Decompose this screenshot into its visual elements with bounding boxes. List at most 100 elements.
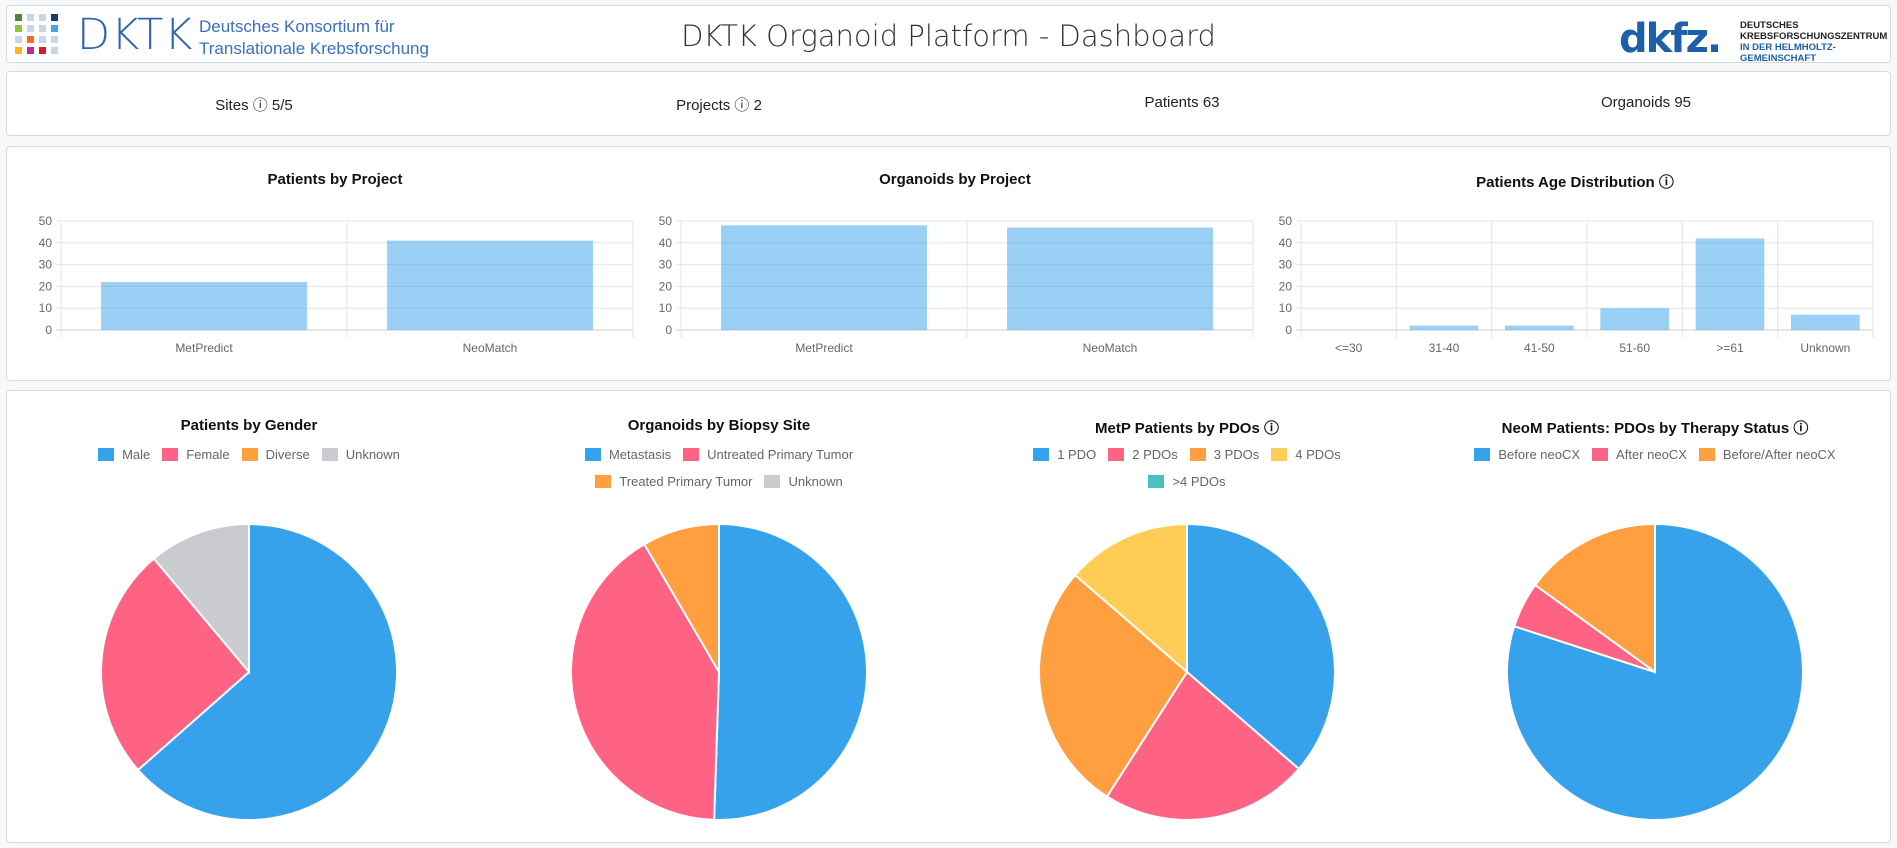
bar-plot: 0 10 20 30 40 50 <=30 31-40 41-50 51-60 >=61 Unknow…	[1279, 214, 1874, 355]
x-tick-label: MetPredict	[175, 341, 233, 355]
bar-MetPredict[interactable]	[101, 282, 307, 330]
y-tick-label: 20	[1279, 279, 1293, 293]
bar-NeoMatch[interactable]	[387, 240, 593, 330]
chart-title: NeoM Patients: PDOs by Therapy Status ⓘ	[1501, 420, 1809, 437]
pie-slice-1-pdo[interactable]	[1186, 522, 1336, 771]
legend-label: After neoCX	[1616, 447, 1687, 462]
x-tick-label: MetPredict	[795, 341, 853, 355]
chart-title: Patients by Gender	[180, 417, 318, 434]
legend-swatch	[1033, 448, 1050, 461]
stat-organoids: Organoids 95	[1600, 94, 1692, 111]
legend-swatch	[241, 448, 258, 461]
y-tick-label: 10	[1279, 301, 1293, 315]
chart-title: Organoids by Biopsy Site	[627, 417, 811, 434]
x-tick-label: >=61	[1716, 341, 1744, 355]
legend-swatch	[584, 448, 601, 461]
pie-slice-before-after-neocx[interactable]	[1533, 522, 1656, 674]
y-tick-label: 10	[659, 301, 673, 315]
pie-chart: MetP Patients by PDOs ⓘ 1 PDO 2 PDOs 3 PDOs…	[953, 391, 1421, 841]
dkfz-logo-text: DEUTSCHES KREBSFORSCHUNGSZENTRUM IN DER HE…	[1740, 20, 1888, 64]
legend-item[interactable]: 3 PDOs	[1189, 441, 1260, 468]
legend-label: 3 PDOs	[1213, 447, 1260, 462]
pie-charts-panel: Patients by Gender Male Female Diverse Unkno…	[6, 390, 1891, 843]
pie-slice-4-pdos[interactable]	[1073, 522, 1188, 675]
pie-slice-2-pdos[interactable]	[1105, 670, 1301, 821]
legend-item[interactable]: After neoCX	[1592, 441, 1687, 468]
header-bar: DKTK Deutsches Konsortium für Translation…	[6, 5, 1891, 64]
dkfz-logo: dkfz.	[1619, 16, 1722, 62]
pie-slice-female[interactable]	[100, 557, 251, 772]
bar-Unknown[interactable]	[1791, 314, 1860, 330]
y-tick-label: 40	[1279, 236, 1293, 250]
bar-MetPredict[interactable]	[721, 225, 927, 330]
x-tick-label: 41-50	[1524, 341, 1555, 355]
pie-slice-treated-primary-tumor[interactable]	[642, 522, 720, 676]
legend-swatch	[764, 475, 781, 488]
legend-item[interactable]: Unknown	[764, 468, 843, 495]
legend-item[interactable]: 2 PDOs	[1108, 441, 1178, 468]
pie-plot	[1506, 522, 1804, 821]
chart-legend: Before neoCX After neoCX Before/After neoC…	[1421, 441, 1889, 468]
legend-item[interactable]: Before/After neoCX	[1698, 441, 1836, 468]
chart-title: MetP Patients by PDOs ⓘ	[1095, 420, 1279, 437]
legend-label: >4 PDOs	[1172, 474, 1226, 489]
stat-sites[interactable]: Sites ⓘ 5/5	[215, 97, 293, 114]
pie-slice-unknown[interactable]	[152, 522, 250, 675]
pie-chart: Organoids by Biopsy Site Metastasis Untrea…	[485, 391, 953, 841]
pie-slice-3-pdos[interactable]	[1038, 573, 1189, 798]
legend-item[interactable]: Metastasis	[584, 441, 671, 468]
x-tick-label: 31-40	[1429, 341, 1460, 355]
y-tick-label: 40	[659, 236, 673, 250]
x-tick-label: Unknown	[1800, 341, 1850, 355]
x-tick-label: NeoMatch	[463, 341, 518, 355]
legend-swatch	[1271, 448, 1288, 461]
x-tick-label: NeoMatch	[1083, 341, 1138, 355]
chart-title: Patients by Project	[267, 171, 403, 188]
pie-slice-metastasis[interactable]	[713, 522, 868, 821]
bar-31-40[interactable]	[1409, 325, 1479, 330]
summary-stats: Sites ⓘ 5/5 Projects ⓘ 2 Patients 63 Org…	[6, 71, 1891, 136]
pie-chart: NeoM Patients: PDOs by Therapy Status ⓘ B…	[1421, 391, 1889, 841]
y-tick-label: 50	[659, 214, 673, 228]
chart-legend: 1 PDO 2 PDOs 3 PDOs 4 PDOs >4 PDOs	[953, 441, 1421, 495]
bar-chart: Organoids by Project 0 10 20 30 40 50 MetPredic…	[645, 147, 1265, 377]
legend-item[interactable]: Untreated Primary Tumor	[683, 441, 853, 468]
legend-swatch	[1108, 448, 1125, 461]
bar-NeoMatch[interactable]	[1007, 227, 1213, 330]
legend-item[interactable]: >4 PDOs	[1148, 468, 1226, 495]
legend-item[interactable]: Female	[162, 441, 230, 468]
pie-slice-untreated-primary-tumor[interactable]	[570, 542, 721, 821]
x-tick-label: <=30	[1335, 341, 1363, 355]
y-tick-label: 0	[45, 323, 52, 337]
legend-item[interactable]: 1 PDO	[1033, 441, 1096, 468]
y-tick-label: 40	[39, 236, 53, 250]
y-tick-label: 20	[659, 279, 673, 293]
legend-swatch	[162, 448, 179, 461]
y-tick-label: 20	[39, 279, 53, 293]
legend-swatch	[1148, 475, 1165, 488]
y-tick-label: 30	[659, 258, 673, 272]
legend-swatch	[683, 448, 700, 461]
page-title: DKTK Organoid Platform - Dashboard	[681, 19, 1216, 53]
legend-swatch	[1592, 448, 1609, 461]
pie-slice-male[interactable]	[136, 522, 398, 821]
legend-item[interactable]: Before neoCX	[1474, 441, 1580, 468]
legend-item[interactable]: Male	[98, 441, 150, 468]
stat-projects[interactable]: Projects ⓘ 2	[676, 97, 762, 114]
bar-chart: Patients Age Distribution ⓘ 0 10 20 30 40 50 <=…	[1265, 147, 1885, 377]
bar-charts-panel: Patients by Project 0 10 20 30 40 50 MetPredict…	[6, 146, 1891, 381]
y-tick-label: 50	[1279, 214, 1293, 228]
y-tick-label: 30	[39, 258, 53, 272]
bar-41-50[interactable]	[1505, 325, 1574, 330]
legend-item[interactable]: Unknown	[321, 441, 400, 468]
legend-item[interactable]: Treated Primary Tumor	[595, 468, 752, 495]
legend-item[interactable]: 4 PDOs	[1271, 441, 1341, 468]
y-tick-label: 0	[1285, 323, 1292, 337]
bar-51-60[interactable]	[1600, 308, 1669, 330]
legend-swatch	[1189, 448, 1206, 461]
legend-swatch	[321, 448, 338, 461]
legend-label: Unknown	[788, 474, 843, 489]
legend-item[interactable]: Diverse	[241, 441, 310, 468]
bar-chart: Patients by Project 0 10 20 30 40 50 MetPredict…	[25, 147, 645, 377]
bar->=61[interactable]	[1695, 238, 1765, 330]
